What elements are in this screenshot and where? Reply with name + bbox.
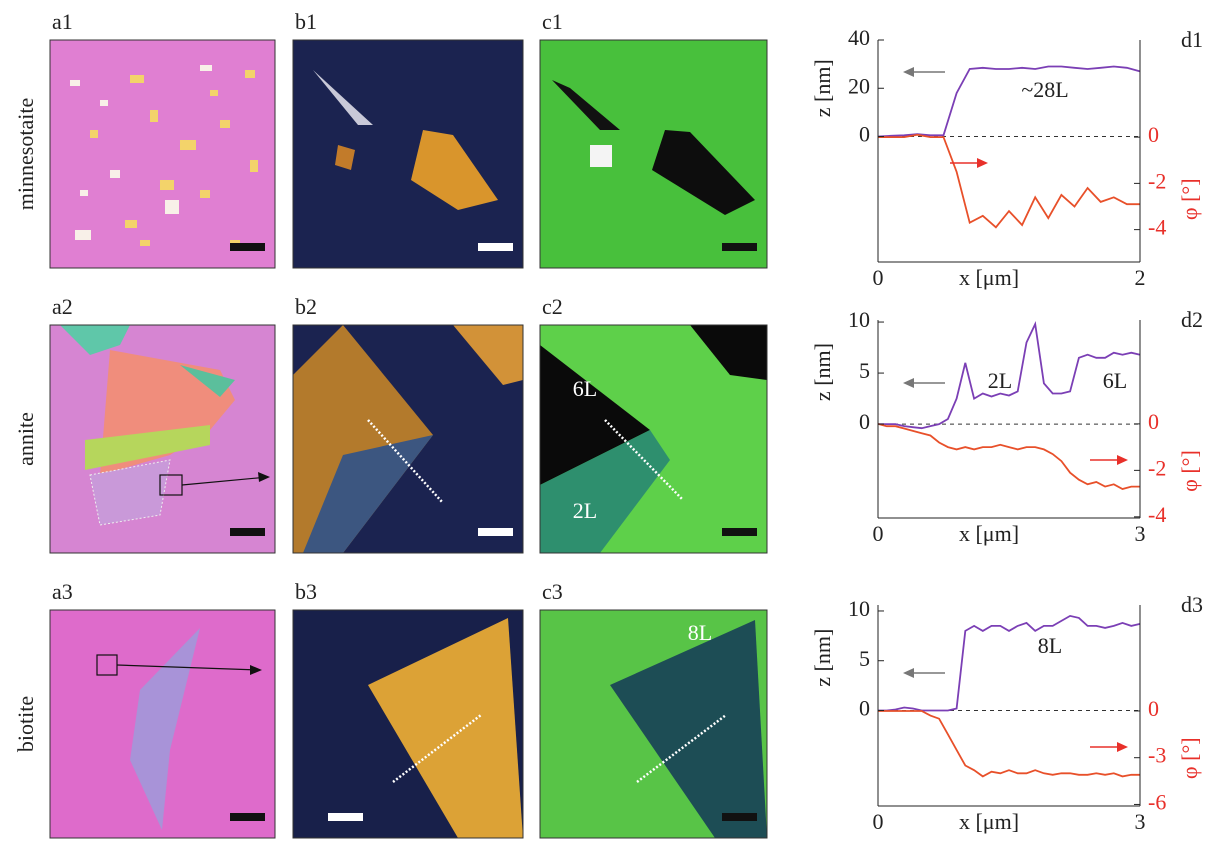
panel-label: a1 <box>52 9 73 34</box>
y2-tick-label: -3 <box>1148 743 1166 768</box>
x-tick-label: 3 <box>1135 521 1146 546</box>
y-axis-label: z [nm] <box>810 629 835 687</box>
flake <box>200 190 210 198</box>
flake <box>250 160 258 172</box>
x-tick-label: 2 <box>1135 265 1146 290</box>
panel-label: a2 <box>52 294 73 319</box>
y2-axis-label: φ [°] <box>1177 178 1202 220</box>
flake <box>220 120 230 128</box>
image-label: 2L <box>573 498 597 523</box>
x-tick-label: 0 <box>873 521 884 546</box>
x-tick-label: 0 <box>873 265 884 290</box>
y2-tick-label: 0 <box>1148 409 1159 434</box>
row-label: biotite <box>13 696 38 752</box>
scale-bar <box>722 243 757 251</box>
panel-label: a3 <box>52 579 73 604</box>
y2-axis-label: φ [°] <box>1177 737 1202 779</box>
x-axis-label: x [μm] <box>959 809 1019 834</box>
scale-bar <box>478 243 513 251</box>
y2-tick-label: 0 <box>1148 122 1159 147</box>
scale-bar <box>230 528 265 536</box>
flake <box>125 220 137 228</box>
scale-bar <box>328 813 363 821</box>
flake <box>90 130 98 138</box>
flake <box>70 80 80 86</box>
row-label: minnesotaite <box>13 98 38 210</box>
y-tick-label: 10 <box>848 307 870 332</box>
y2-tick-label: -6 <box>1148 789 1166 814</box>
flake <box>130 75 144 83</box>
flake <box>140 240 150 246</box>
panel-label: b2 <box>295 294 317 319</box>
y-tick-label: 0 <box>859 696 870 721</box>
panel-label: c2 <box>542 294 563 319</box>
image-bg <box>540 40 767 268</box>
panel-label: d2 <box>1181 307 1203 332</box>
image-label: 6L <box>573 376 597 401</box>
data-line <box>878 711 1140 776</box>
flake <box>80 190 88 196</box>
flake <box>180 140 196 150</box>
arrow-head <box>903 378 914 388</box>
scale-bar <box>230 243 265 251</box>
data-line <box>878 424 1140 489</box>
image-bg <box>293 40 523 268</box>
arrow-head <box>1117 455 1128 465</box>
annotation: 8L <box>1038 633 1062 658</box>
y-tick-label: 40 <box>848 25 870 50</box>
y-tick-label: 20 <box>848 73 870 98</box>
panel-label: c3 <box>542 579 563 604</box>
data-line <box>878 616 1140 711</box>
row-label: annite <box>13 412 38 466</box>
scale-bar <box>478 528 513 536</box>
flake <box>150 110 158 122</box>
flake <box>245 70 255 78</box>
x-axis-label: x [μm] <box>959 265 1019 290</box>
y-tick-label: 0 <box>859 122 870 147</box>
flake <box>160 180 174 190</box>
panel-label: c1 <box>542 9 563 34</box>
flake <box>590 145 612 167</box>
y-tick-label: 0 <box>859 409 870 434</box>
x-tick-label: 0 <box>873 809 884 834</box>
flake <box>100 100 108 106</box>
y-axis-label: z [nm] <box>810 343 835 401</box>
y-tick-label: 5 <box>859 358 870 383</box>
flake <box>110 170 120 178</box>
y2-tick-label: 0 <box>1148 696 1159 721</box>
annotation: ~28L <box>1021 77 1068 102</box>
y-tick-label: 5 <box>859 646 870 671</box>
flake <box>165 200 179 214</box>
panel-label: b3 <box>295 579 317 604</box>
y2-tick-label: -2 <box>1148 455 1166 480</box>
annotation: 2L <box>988 368 1012 393</box>
y-tick-label: 10 <box>848 596 870 621</box>
y2-tick-label: -2 <box>1148 168 1166 193</box>
y2-axis-label: φ [°] <box>1177 450 1202 492</box>
scale-bar <box>230 813 265 821</box>
figure: a1 b1 c1 a2 b2 c2 a3 b3 c3 minnesotaite annite biot… <box>0 0 1214 845</box>
panel-label: d3 <box>1181 592 1203 617</box>
flake <box>210 90 218 96</box>
flake <box>75 230 91 240</box>
panel-label: d1 <box>1181 27 1203 52</box>
data-line <box>878 67 1140 137</box>
y-axis-label: z [nm] <box>810 59 835 117</box>
arrow-head <box>903 668 914 678</box>
arrow-head <box>1117 742 1128 752</box>
scale-bar <box>722 528 757 536</box>
arrow-head <box>903 67 914 77</box>
y2-tick-label: -4 <box>1148 215 1166 240</box>
y2-tick-label: -4 <box>1148 502 1166 527</box>
x-tick-label: 3 <box>1135 809 1146 834</box>
flake <box>200 65 212 71</box>
panel-label: b1 <box>295 9 317 34</box>
arrow-head <box>977 158 988 168</box>
annotation: 6L <box>1103 368 1127 393</box>
scale-bar <box>722 813 757 821</box>
x-axis-label: x [μm] <box>959 521 1019 546</box>
image-label: 8L <box>688 620 712 645</box>
data-line <box>878 135 1140 228</box>
